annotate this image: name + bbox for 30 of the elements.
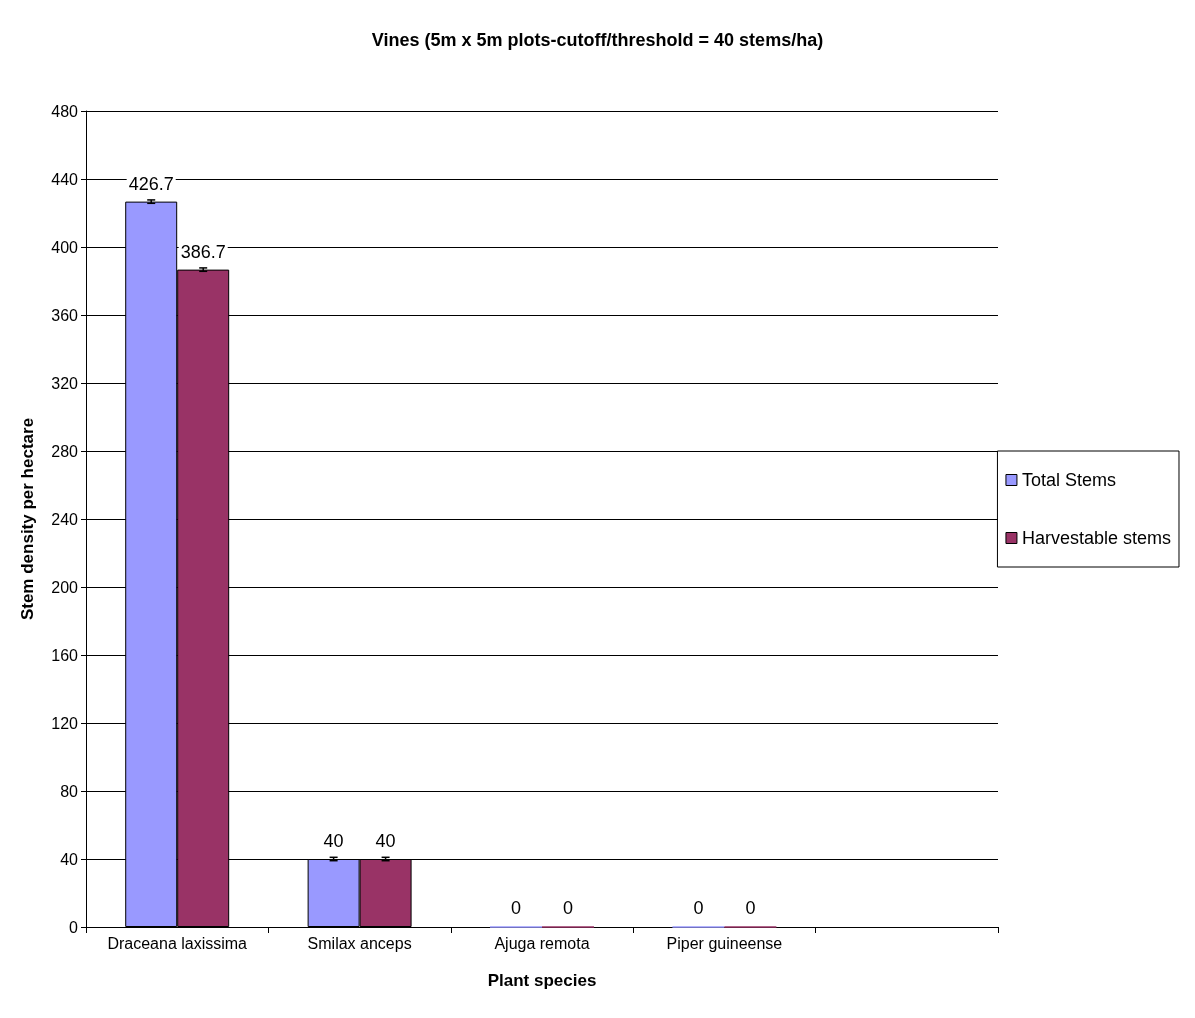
y-tick-label: 280 [51,442,79,460]
y-tick-label: 480 [51,102,79,120]
y-tick-label: 400 [51,238,79,256]
data-label: 0 [693,898,704,919]
chart-title: Vines (5m x 5m plots-cutoff/threshold = 40 stems/ha) [371,30,824,50]
data-label: 40 [375,831,396,851]
legend-label: Harvestable stems [1021,528,1172,548]
data-label: 0 [562,898,573,919]
y-tick-label: 40 [60,850,79,868]
x-tick-label: Draceana laxissima [107,934,248,952]
y-tick-label: 120 [51,714,79,732]
data-label: 386.7 [180,241,226,262]
y-tick-label: 320 [51,374,79,392]
x-tick-label: Smilax anceps [307,934,412,952]
data-label: 0 [745,898,756,919]
data-label: 0 [511,898,522,919]
y-tick-label: 160 [51,646,79,664]
x-tick-label: Ajuga remota [494,934,590,952]
y-axis-title: Stem density per hectare [18,417,37,621]
y-tick-label: 200 [51,578,79,596]
data-label: 40 [323,831,344,851]
y-tick-label: 360 [51,306,79,324]
legend-label: Total Stems [1021,470,1116,490]
y-tick-label: 440 [51,170,79,188]
data-label: 426.7 [128,173,174,194]
x-tick-label: Piper guineense [666,934,783,952]
y-tick-label: 240 [51,510,79,528]
x-axis-title: Plant species [487,971,597,990]
y-tick-label: 80 [60,782,79,800]
y-tick-label: 0 [69,918,79,936]
